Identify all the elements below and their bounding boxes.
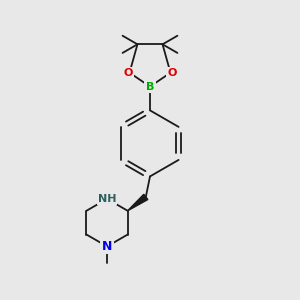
Text: NH: NH [98, 194, 116, 204]
Text: O: O [123, 68, 133, 78]
Polygon shape [128, 194, 148, 211]
Text: N: N [102, 240, 112, 253]
Text: B: B [146, 82, 154, 92]
Text: O: O [167, 68, 177, 78]
